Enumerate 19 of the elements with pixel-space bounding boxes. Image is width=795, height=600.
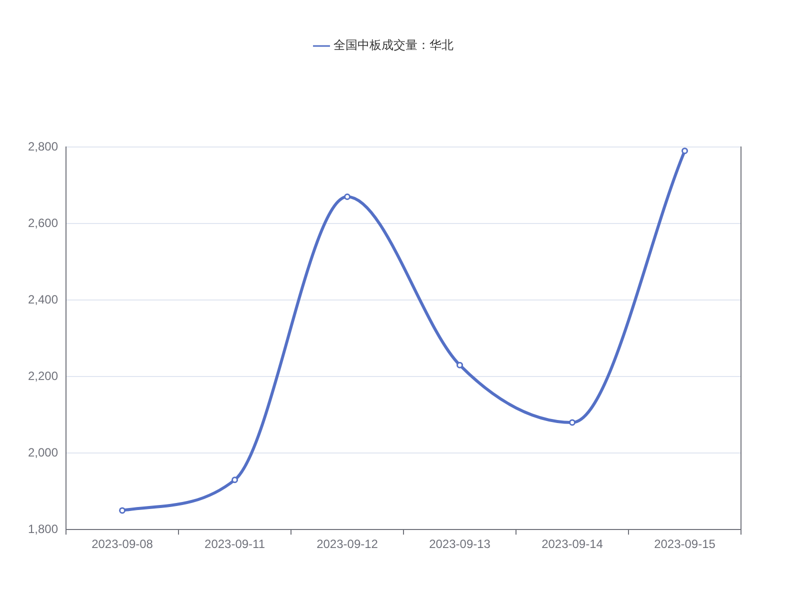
y-tick-label: 2,200 xyxy=(28,368,58,383)
point xyxy=(119,507,126,514)
x-tick-label: 2023-09-08 xyxy=(92,537,154,552)
point xyxy=(232,476,238,484)
x-tick-label: 2023-09-12 xyxy=(316,537,378,552)
y-tick-label: 2,600 xyxy=(28,216,58,230)
x-tick-label: 2023-09-14 xyxy=(542,537,604,552)
y-tick-label: 1,800 xyxy=(28,522,58,536)
point xyxy=(456,362,464,368)
point xyxy=(682,148,688,154)
y-tick-label: 2,800 xyxy=(28,139,58,154)
x-tick-label: 2023-09-13 xyxy=(429,537,491,552)
x-tick-label: 2023-09-11 xyxy=(204,537,266,552)
y-tick-label: 2,400 xyxy=(28,292,58,306)
point xyxy=(569,419,576,426)
legend-label: 全国中板成交量：华北 xyxy=(334,38,454,52)
y-tick-label: 2,000 xyxy=(28,445,58,460)
point xyxy=(344,193,351,200)
x-tick-label: 2023-09-15 xyxy=(654,537,716,552)
